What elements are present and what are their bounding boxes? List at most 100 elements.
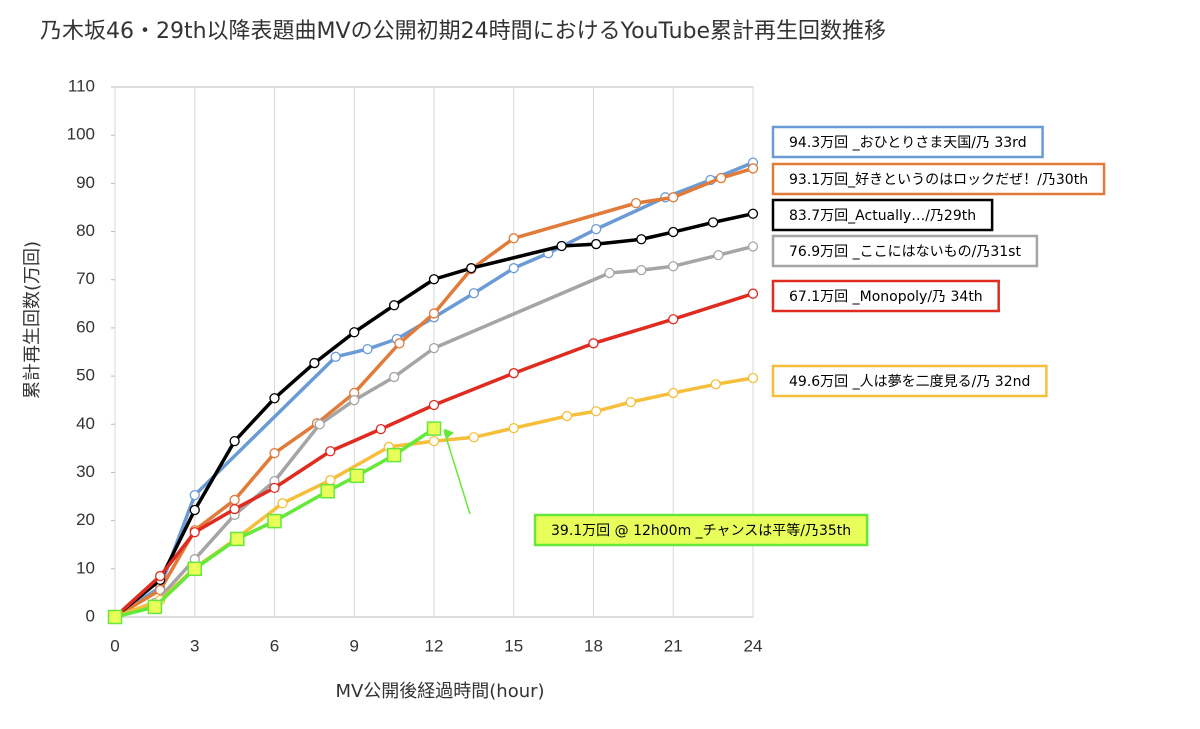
- point: [269, 448, 280, 459]
- series-line: [113, 212, 754, 619]
- point: [630, 197, 642, 209]
- point: [325, 475, 336, 486]
- point: [508, 422, 519, 434]
- y-tick-label: 90: [76, 173, 95, 192]
- point: [426, 421, 442, 436]
- legend-label: 39.1万回 @ 12h00m _チャンスは平等/乃35th: [551, 522, 851, 539]
- point: [707, 217, 719, 228]
- point: [386, 447, 402, 463]
- arrow-head: [444, 428, 454, 439]
- legend-label: 49.6万回 _人は夢を二度見る/乃 32nd: [789, 374, 1030, 390]
- point: [229, 435, 240, 447]
- point: [269, 482, 280, 494]
- point: [747, 208, 759, 219]
- y-tick-label: 100: [67, 125, 95, 144]
- point: [710, 379, 721, 390]
- point: [388, 371, 400, 383]
- point: [388, 300, 400, 311]
- point: [508, 368, 519, 379]
- point: [375, 423, 386, 435]
- point: [713, 250, 724, 261]
- point: [468, 288, 480, 299]
- point: [636, 264, 647, 276]
- point: [229, 494, 240, 506]
- point: [189, 489, 200, 501]
- point: [189, 527, 200, 538]
- point: [394, 338, 405, 349]
- point: [715, 172, 727, 184]
- x-tick-label: 21: [664, 636, 683, 655]
- point: [325, 446, 336, 457]
- point: [636, 234, 647, 245]
- point: [561, 410, 573, 422]
- callout-arrow: [443, 430, 471, 515]
- point: [668, 226, 679, 238]
- point: [349, 327, 360, 338]
- series-label: 93.1万回_好きというのはロックだぜ！/乃30th: [771, 162, 1106, 196]
- legend-label: 67.1万回 _Monopoly/乃 34th: [789, 289, 983, 305]
- x-tick-label: 6: [270, 636, 279, 655]
- x-axis-label: MV公開後経過時間(hour): [335, 681, 544, 702]
- point: [267, 513, 282, 529]
- point: [107, 609, 123, 625]
- series-label: 39.1万回 @ 12h00m _チャンスは平等/乃35th: [443, 428, 869, 547]
- y-tick-label: 110: [68, 76, 95, 95]
- point: [466, 263, 477, 274]
- y-tick-label: 80: [76, 221, 95, 240]
- y-tick-label: 20: [76, 510, 95, 529]
- label-box: [771, 162, 1106, 196]
- point: [668, 192, 679, 203]
- y-tick-label: 10: [76, 558, 95, 577]
- point: [747, 288, 759, 299]
- point: [330, 351, 341, 362]
- point: [362, 343, 373, 355]
- chart-title: 乃木坂46・29th以降表題曲MVの公開初期24時間におけるYouTube累計再…: [40, 19, 886, 44]
- point: [428, 399, 440, 411]
- x-tick-label: 0: [110, 636, 119, 655]
- point: [187, 561, 202, 577]
- series-label: 94.3万回 _おひとりさま天国/乃 33rd: [771, 125, 1044, 159]
- point: [230, 531, 245, 547]
- x-tick-label: 9: [350, 636, 359, 655]
- point: [428, 308, 440, 319]
- point: [314, 419, 325, 430]
- label-box: [771, 234, 1039, 268]
- series-line: [113, 292, 754, 619]
- point: [309, 357, 320, 369]
- y-tick-label: 40: [76, 414, 95, 433]
- label-box: [771, 125, 1044, 159]
- point: [604, 267, 615, 279]
- legend-label: 93.1万回_好きというのはロックだぜ！/乃30th: [789, 172, 1088, 188]
- series-label: 67.1万回 _Monopoly/乃 34th: [771, 279, 1000, 313]
- series-label: 76.9万回 _ここにはないもの/乃31st: [771, 234, 1039, 268]
- legend-label: 83.7万回_Actually…/乃29th: [789, 208, 976, 224]
- point: [747, 372, 759, 384]
- legend-label: 76.9万回 _ここにはないもの/乃31st: [789, 244, 1021, 260]
- point: [508, 233, 519, 244]
- y-tick-label: 50: [76, 366, 95, 385]
- point: [229, 503, 240, 515]
- point: [349, 395, 360, 406]
- point: [747, 163, 759, 174]
- label-box: [771, 279, 1000, 313]
- y-tick-label: 70: [76, 269, 95, 288]
- y-tick-label: 30: [76, 462, 95, 481]
- x-tick-label: 24: [744, 636, 763, 655]
- point: [591, 223, 602, 235]
- point: [556, 240, 567, 252]
- y-tick-label: 0: [86, 606, 95, 625]
- point: [277, 498, 288, 509]
- point: [155, 570, 166, 582]
- point: [428, 342, 440, 354]
- point: [591, 406, 602, 417]
- legend-label: 94.3万回 _おひとりさま天国/乃 33rd: [789, 135, 1027, 151]
- label-box: [533, 513, 869, 547]
- series-label: 49.6万回 _人は夢を二度見る/乃 32nd: [771, 364, 1048, 398]
- y-tick-label: 60: [76, 317, 95, 336]
- y-axis-label: 累計再生回数(万回): [22, 241, 43, 399]
- point: [189, 504, 200, 516]
- point: [588, 338, 599, 349]
- point: [349, 468, 365, 484]
- point: [147, 599, 163, 615]
